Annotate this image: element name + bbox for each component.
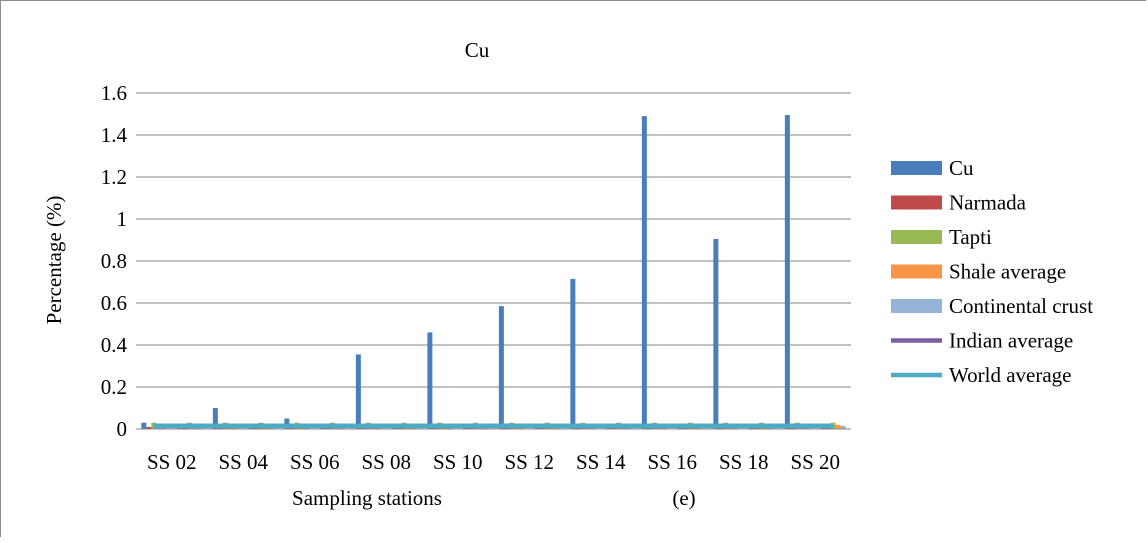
x-tick-label: SS 10 <box>433 450 483 474</box>
x-tick-label: SS 02 <box>147 450 197 474</box>
x-tick-label: SS 14 <box>576 450 626 474</box>
y-tick-label: 0.4 <box>101 333 128 357</box>
bar-cu <box>784 115 790 430</box>
y-tick-label: 1.6 <box>101 81 127 105</box>
legend-label: Narmada <box>949 191 1027 215</box>
bar-cu <box>427 332 433 429</box>
bar-cu <box>498 306 504 429</box>
x-tick-label: SS 18 <box>719 450 769 474</box>
x-tick-label: SS 16 <box>647 450 697 474</box>
bar-cu <box>212 408 218 429</box>
y-axis-label: Percentage (%) <box>42 196 66 325</box>
legend-item: World average <box>891 363 1072 387</box>
bar-narmada <box>146 426 152 429</box>
legend-swatch <box>891 161 942 175</box>
legend-label: World average <box>949 363 1072 387</box>
legend-item: Indian average <box>891 329 1073 353</box>
legend-swatch <box>891 264 942 279</box>
y-tick-labels: 0 0.2 0.4 0.6 0.8 1 1.2 1.4 1.6 <box>101 81 128 441</box>
gridlines <box>136 92 851 388</box>
bar-cu <box>355 354 361 429</box>
legend-label: Tapti <box>949 225 992 249</box>
bar-cu <box>641 116 647 429</box>
legend-item: Narmada <box>891 191 1027 215</box>
x-tick-label: SS 20 <box>790 450 840 474</box>
y-tick-label: 1.2 <box>101 165 127 189</box>
y-tick-label: 1 <box>117 207 128 231</box>
bar-shale-average <box>835 424 841 429</box>
bar-continental-crust <box>840 425 846 429</box>
legend-item: Shale average <box>891 260 1066 284</box>
chart-title: Cu <box>465 38 490 62</box>
x-tick-label: SS 12 <box>504 450 554 474</box>
y-tick-label: 1.4 <box>101 123 128 147</box>
bar-tapti <box>151 422 157 429</box>
bar-cu <box>713 238 719 429</box>
legend-item: Continental crust <box>891 294 1093 318</box>
legend-item: Cu <box>891 156 974 180</box>
legend-swatch <box>891 230 942 244</box>
legend: Cu Narmada Tapti Shale average Continental c… <box>891 156 1093 387</box>
y-tick-label: 0.8 <box>101 249 127 273</box>
legend-swatch <box>891 299 942 313</box>
y-tick-label: 0.2 <box>101 375 127 399</box>
x-tick-label: SS 04 <box>218 450 268 474</box>
x-tick-labels: SS 02 SS 04 SS 06 SS 08 SS 10 SS 12 SS 14 SS 16… <box>147 450 840 474</box>
legend-label: Shale average <box>949 260 1066 284</box>
bars <box>141 115 846 430</box>
legend-label: Continental crust <box>949 294 1093 318</box>
x-tick-label: SS 06 <box>290 450 340 474</box>
x-axis-label: Sampling stations <box>292 486 442 510</box>
y-tick-label: 0.6 <box>101 291 127 315</box>
legend-swatch <box>891 195 942 210</box>
panel-label: (e) <box>672 486 695 510</box>
y-tick-label: 0 <box>117 417 128 441</box>
legend-label: Cu <box>949 156 974 180</box>
bar-cu <box>141 422 147 429</box>
legend-item: Tapti <box>891 225 992 249</box>
x-tick-label: SS 08 <box>361 450 411 474</box>
bar-cu <box>570 278 576 429</box>
legend-label: Indian average <box>949 329 1073 353</box>
